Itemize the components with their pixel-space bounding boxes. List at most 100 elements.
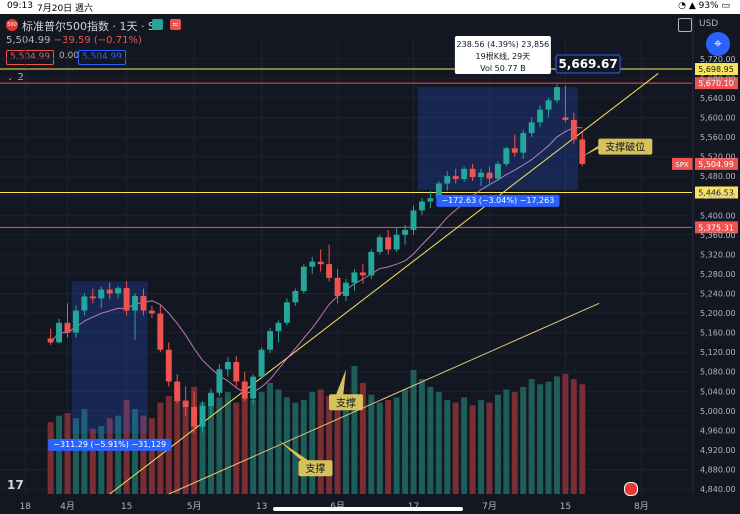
indicator-toggle[interactable]: ⌄ 2 [6,72,24,83]
volume-bar [570,379,577,494]
candle-body [56,322,63,343]
measure-label: −311.29 (−5.91%) −31,129 [53,440,166,449]
measure-label-bg [48,438,172,451]
sp500-logo-icon: 500 [6,19,18,31]
candle-body [165,349,172,382]
us-flag-icon [624,482,638,496]
axis-price-label-bg [695,186,738,199]
crosshair-icon[interactable]: ⌖ [706,32,730,56]
buy-price-button[interactable]: 5,504.99 [78,50,127,65]
volume-bar [435,392,442,494]
candle-body [309,261,316,267]
y-tick-label: 5,680.00 [700,74,736,83]
y-tick-label: 5,520.00 [700,153,736,162]
volume-bar [98,426,105,494]
callout-bg [298,460,333,477]
candle-body [326,264,333,278]
candle-body [427,198,434,202]
volume-bar [376,402,383,494]
volume-bar [224,392,231,494]
candle-body [275,322,282,332]
volume-bar [359,382,366,494]
candle-body [435,183,442,199]
candle-body [444,176,451,184]
volume-bar [148,418,155,494]
axis-price-label: 5,504.99 [698,160,734,169]
volume-bar [343,397,349,494]
candle-body [250,376,257,399]
candle-body [132,295,138,311]
range-tooltip-line: Vol 50.77 B [480,64,525,73]
callout-bg [598,138,653,155]
candle-body [216,369,223,393]
volume-bar [89,428,96,494]
candle-body [317,261,324,265]
candle-body [410,210,417,230]
volume-bar [106,418,113,494]
volume-bar [309,392,316,494]
candle-body [300,266,307,292]
volume-bar [562,373,569,494]
volume-bar [486,402,493,494]
volume-bar [241,394,248,494]
range-tooltip-line: 238.56 (4.39%) 23,856 [457,40,550,49]
axis-price-label-bg [695,157,738,170]
volume-bar [191,386,198,494]
candle-body [494,163,501,179]
candle-body [545,100,552,110]
candle-body [267,331,274,350]
candle-body [418,201,425,211]
candle-body [520,133,527,153]
y-tick-label: 5,240.00 [700,289,736,298]
status-date: 7月20日 週六 [37,4,94,14]
x-tick-label: 8月 [634,501,649,512]
symbol-title[interactable]: 标准普尔500指数 · 1天 · SP [22,20,162,33]
range-tooltip-bg [454,36,551,74]
volume-bar [64,413,71,494]
y-tick-label: 5,360.00 [700,231,736,240]
layout-icon[interactable] [678,18,692,32]
callout-pointer [335,369,346,398]
candle-body [123,288,130,311]
volume-bar [427,386,434,494]
flag-icon: ≈ [170,19,181,30]
x-tick-label: 5月 [187,501,202,512]
volume-bar [317,389,324,494]
volume-bar [545,381,552,494]
callout-pointer [278,440,313,464]
candle-body [537,109,544,123]
candle-body [351,272,358,283]
y-tick-label: 5,440.00 [700,192,736,201]
volume-bar [402,389,409,494]
y-tick-label: 5,600.00 [700,113,736,122]
candle-body [199,405,206,427]
candle-body [554,87,560,101]
x-tick-label: 6月 [330,501,345,512]
volume-bar [385,399,392,494]
measure-label-bg [436,194,560,207]
volume-bar [283,397,290,494]
candle-body [140,295,147,311]
candle-body [478,172,484,178]
battery-text: 93% [698,1,719,11]
axis-price-label: 5,375.31 [698,223,734,232]
y-tick-label: 5,120.00 [700,348,736,357]
volume-bar [208,405,214,494]
candle-body [359,272,366,276]
candle-body [469,168,476,178]
volume-bar [233,402,240,494]
volume-bar [579,384,586,494]
status-bar: 09:13 7月20日 週六 ◔ ▲ 93% ▭ [0,0,740,14]
candle-body [579,139,586,164]
currency-selector[interactable]: USD [699,19,719,29]
volume-bar [267,382,274,494]
candle-body [292,291,299,303]
candle-body [528,122,535,134]
sell-price-button[interactable]: 5,504.99 [6,50,55,65]
candle-body [402,229,409,235]
quote-change: −39.59 (−0.71%) [53,35,142,46]
callout-label: 支撑破位 [605,141,645,154]
y-tick-label: 5,160.00 [700,329,736,338]
y-tick-label: 4,880.00 [700,466,736,475]
